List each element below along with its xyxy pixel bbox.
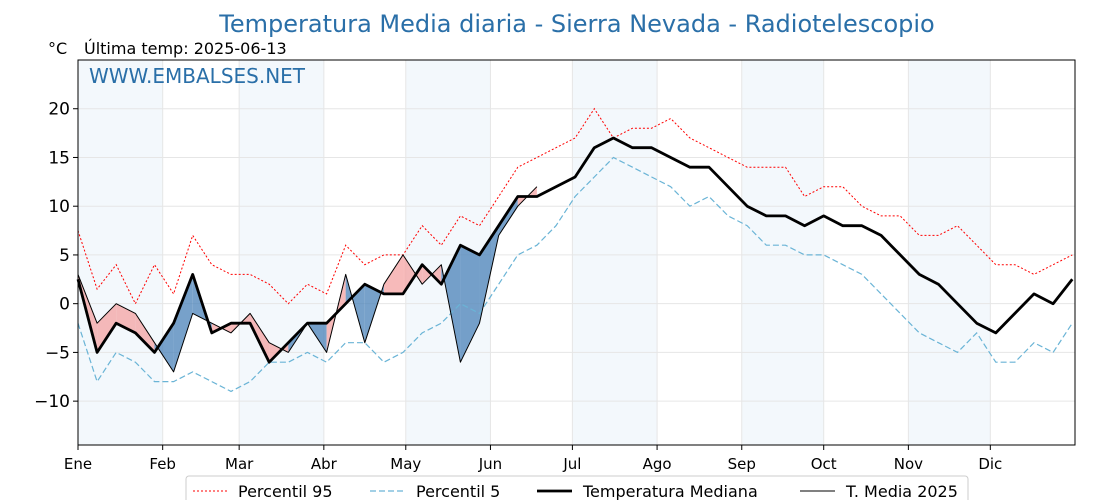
- y-tick-label: 10: [48, 197, 70, 217]
- watermark: WWW.EMBALSES.NET: [89, 64, 306, 88]
- month-band: [239, 60, 324, 445]
- series-line-median: [76, 136, 1074, 364]
- series-lines: [76, 107, 1074, 393]
- month-band: [572, 60, 658, 445]
- series-line-p95: [77, 107, 1073, 305]
- legend-label-p5: Percentil 5: [416, 482, 500, 500]
- x-tick-label: Oct: [811, 455, 837, 473]
- x-tick-label: Jun: [478, 455, 502, 473]
- anomaly-fill-segment: [135, 313, 155, 353]
- legend-label-median: Temperatura Mediana: [582, 482, 758, 500]
- anomaly-fill-segment: [97, 303, 117, 353]
- anomaly-fill-segment: [173, 274, 193, 372]
- y-tick-label: 20: [48, 100, 70, 120]
- legend-label-current: T. Media 2025: [845, 482, 958, 500]
- x-tick-label: Abr: [311, 455, 338, 473]
- y-axis: 20 15 10 5 0 −5 −10: [34, 100, 78, 412]
- legend-label-p95: Percentil 95: [238, 482, 333, 500]
- x-tick-label: Dic: [978, 455, 1002, 473]
- anomaly-fill-segment: [383, 254, 404, 294]
- x-tick-label: May: [390, 455, 421, 473]
- legend: Percentil 95 Percentil 5 Temperatura Med…: [185, 475, 969, 500]
- series-line-p5: [77, 156, 1073, 393]
- y-tick-label: −10: [34, 392, 70, 412]
- month-bands: [78, 60, 991, 445]
- x-tick-label: Ene: [64, 455, 92, 473]
- month-band: [741, 60, 824, 445]
- month-band: [908, 60, 991, 445]
- x-axis: Ene Feb Mar Abr May Jun Jul Ago Sep Oct Nov Dic: [64, 445, 1002, 473]
- anomaly-fill-segment: [154, 323, 174, 372]
- x-tick-label: Sep: [728, 455, 756, 473]
- legend-box: [185, 475, 969, 500]
- y-unit-label: °C: [48, 39, 67, 58]
- y-tick-label: 0: [59, 295, 70, 315]
- y-tick-label: 5: [59, 246, 70, 266]
- month-band: [78, 60, 163, 445]
- anomaly-fill-segment: [116, 303, 136, 333]
- y-tick-label: −5: [45, 343, 70, 363]
- x-tick-label: Nov: [894, 455, 923, 473]
- chart-title: Temperatura Media diaria - Sierra Nevada…: [218, 10, 934, 38]
- series-line-current: [77, 186, 538, 373]
- plot-frame: [77, 59, 1076, 446]
- x-tick-label: Ago: [643, 455, 672, 473]
- x-tick-label: Mar: [225, 455, 254, 473]
- x-tick-label: Feb: [149, 455, 176, 473]
- grid-lines: [77, 60, 1075, 445]
- x-tick-label: Jul: [562, 455, 581, 473]
- last-temp-label: Última temp: 2025-06-13: [84, 39, 287, 58]
- y-tick-label: 15: [48, 148, 70, 168]
